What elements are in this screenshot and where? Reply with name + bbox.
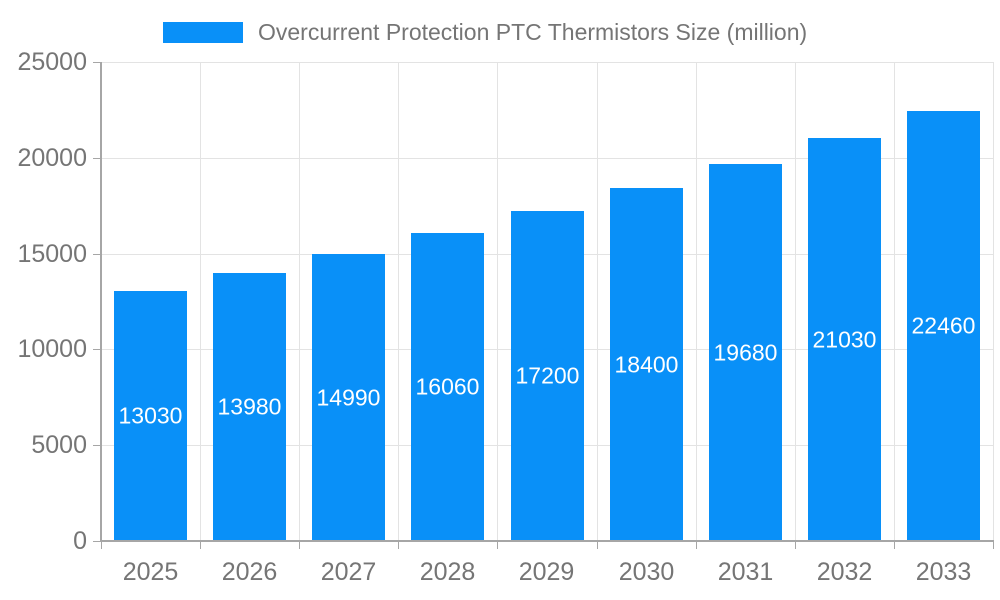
y-tick-label: 10000 xyxy=(17,335,87,363)
grid-line-horizontal xyxy=(101,62,993,63)
grid-line-vertical xyxy=(795,62,796,541)
grid-line-vertical xyxy=(200,62,201,541)
bar: 18400 xyxy=(610,188,683,541)
x-axis-tick xyxy=(299,541,300,549)
x-tick-label: 2028 xyxy=(419,558,476,586)
bar: 19680 xyxy=(709,164,782,541)
y-axis-tick xyxy=(93,62,101,63)
bar-value-label: 13980 xyxy=(217,393,282,420)
grid-line-vertical xyxy=(597,62,598,541)
x-tick-label: 2026 xyxy=(221,558,278,586)
bar-value-label: 21030 xyxy=(812,326,877,352)
grid-line-horizontal xyxy=(101,158,993,159)
y-tick-label: 25000 xyxy=(17,48,87,76)
y-tick-label: 15000 xyxy=(17,240,87,268)
y-axis-tick xyxy=(93,541,101,542)
x-tick-label: 2031 xyxy=(717,558,774,586)
x-tick-label: 2030 xyxy=(618,558,675,586)
legend-swatch[interactable] xyxy=(163,22,243,43)
bar: 16060 xyxy=(411,233,484,541)
x-axis-tick xyxy=(497,541,498,549)
bar-value-label: 18400 xyxy=(614,351,679,377)
bar: 13030 xyxy=(114,291,187,541)
bar: 17200 xyxy=(511,211,584,541)
grid-line-vertical xyxy=(696,62,697,541)
x-axis-tick xyxy=(993,541,994,549)
bar-value-label: 17200 xyxy=(515,362,580,389)
y-axis-line xyxy=(100,62,102,542)
bar-value-label: 14990 xyxy=(316,384,381,410)
grid-line-vertical xyxy=(299,62,300,541)
x-axis-tick xyxy=(398,541,399,549)
x-tick-label: 2029 xyxy=(518,558,575,586)
x-axis-line xyxy=(100,540,994,542)
y-axis-tick xyxy=(93,445,101,446)
y-tick-label: 5000 xyxy=(31,431,87,459)
bar: 22460 xyxy=(907,111,980,541)
bar-value-label: 22460 xyxy=(911,312,976,339)
grid-line-vertical xyxy=(497,62,498,541)
bar: 14990 xyxy=(312,254,385,541)
legend-label[interactable]: Overcurrent Protection PTC Thermistors S… xyxy=(258,19,808,45)
x-axis-tick xyxy=(200,541,201,549)
y-axis-tick xyxy=(93,158,101,159)
y-axis-tick xyxy=(93,349,101,350)
grid-line-vertical xyxy=(993,62,994,541)
y-axis-tick xyxy=(93,254,101,255)
x-axis-tick xyxy=(795,541,796,549)
bar: 21030 xyxy=(808,138,881,541)
y-tick-label: 20000 xyxy=(17,144,87,172)
bar-value-label: 13030 xyxy=(118,402,183,429)
y-tick-label: 0 xyxy=(73,527,87,555)
x-axis-tick xyxy=(101,541,102,549)
x-tick-label: 2025 xyxy=(122,558,179,586)
x-tick-label: 2032 xyxy=(816,558,873,586)
grid-line-vertical xyxy=(398,62,399,541)
x-axis-tick xyxy=(696,541,697,549)
x-tick-label: 2027 xyxy=(320,558,377,586)
bar-value-label: 19680 xyxy=(713,339,778,365)
bar-value-label: 16060 xyxy=(415,373,480,400)
x-tick-label: 2033 xyxy=(915,558,972,586)
x-axis-tick xyxy=(597,541,598,549)
legend-item[interactable]: Overcurrent Protection PTC Thermistors S… xyxy=(163,20,807,45)
bar: 13980 xyxy=(213,273,286,541)
grid-line-vertical xyxy=(894,62,895,541)
x-axis-tick xyxy=(894,541,895,549)
